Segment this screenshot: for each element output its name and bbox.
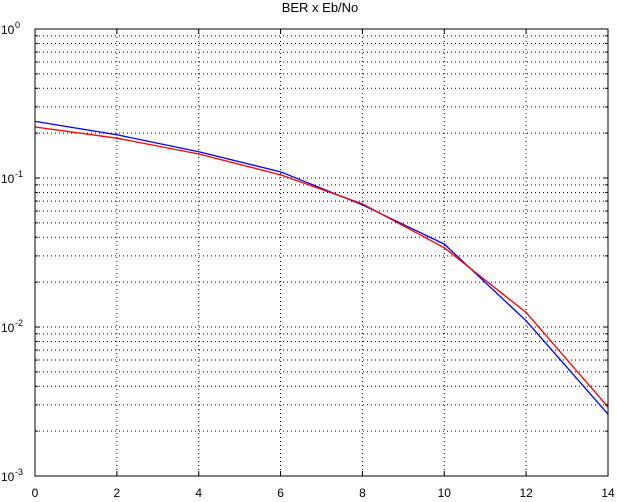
y-tick-label-base: 10 [1,23,15,37]
y-tick-label-exponent: 0 [15,20,20,30]
data-point-series-2 [443,247,445,249]
y-tick-label-exponent: -3 [15,467,23,477]
data-point-series-2 [279,174,282,176]
y-tick-label: 10 -3 [1,467,23,484]
data-point-series-2 [198,153,200,155]
series-line-2 [34,126,609,408]
series-line-1 [34,120,609,415]
grid-layer [35,29,608,476]
x-tick-label: 14 [601,486,615,500]
y-tick-label-base: 10 [1,321,15,335]
x-tick-label: 4 [195,486,202,500]
x-tick-label: 2 [114,486,121,500]
data-point-series-2 [525,311,527,314]
x-tick-label: 12 [519,486,533,500]
data-point-series-1 [279,171,282,173]
data-point-series-1 [116,134,118,136]
y-tick-label: 10 -2 [1,318,23,335]
data-point-series-1 [525,320,527,322]
series-layer [34,120,609,415]
plot-frame [34,28,609,477]
x-tick-label: 10 [438,486,452,500]
y-tick-label-base: 10 [1,172,15,186]
x-tick-label: 0 [32,486,39,500]
y-tick-label-exponent: -2 [15,318,23,328]
data-point-series-1 [198,151,200,153]
y-tick-label-base: 10 [1,470,15,484]
chart-title: BER x Eb/No [282,0,359,15]
y-tick-label-exponent: -1 [15,169,23,179]
data-point-series-2 [116,137,118,139]
tick-layer [34,29,609,477]
data-point-series-1 [443,243,445,245]
y-tick-label: 10 -1 [1,169,23,186]
y-tick-label: 10 0 [1,20,20,37]
x-tick-label: 6 [277,486,284,500]
x-tick-label: 8 [359,486,366,500]
data-point-series-2 [361,203,364,205]
